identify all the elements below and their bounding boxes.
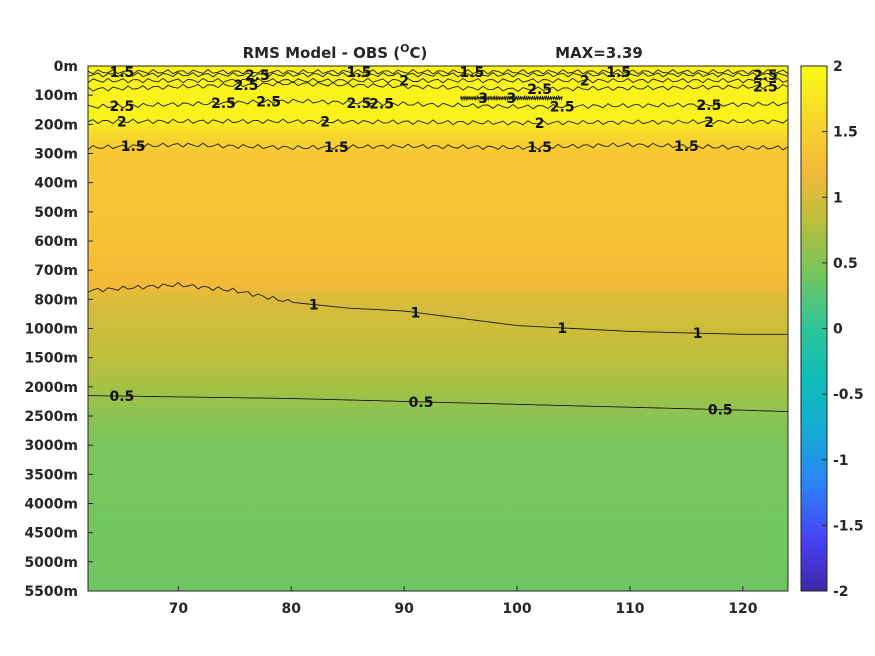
contour-label: 1.5 — [606, 65, 631, 81]
colorbar-tick-label: 0.5 — [833, 256, 858, 272]
contour-label: 1 — [411, 305, 421, 321]
y-tick-label: 500m — [34, 205, 78, 221]
heatmap-field — [88, 66, 788, 591]
contour-label: 1.5 — [527, 140, 552, 156]
contour-label: 1.5 — [674, 139, 699, 155]
y-tick-label: 800m — [34, 292, 78, 308]
contour-label: 2.5 — [753, 68, 778, 84]
colorbar-tick-label: -2 — [833, 584, 849, 600]
contour-label: 1 — [557, 321, 567, 337]
contour-label: 1.5 — [347, 65, 372, 81]
x-tick-label: 100 — [502, 601, 531, 617]
y-tick-label: 400m — [34, 176, 78, 192]
contour-label: 1.5 — [121, 139, 146, 155]
colorbar-tick-label: -1.5 — [833, 518, 864, 534]
contour-label: 1 — [309, 298, 319, 314]
contour-label: 3 — [478, 91, 488, 107]
colorbar-tick-label: 2 — [833, 59, 843, 75]
contour-label: 2 — [320, 115, 330, 131]
contour-label: 2.5 — [550, 99, 575, 115]
contour-label: 3 — [507, 91, 517, 107]
contour-label: 2 — [580, 74, 590, 90]
y-tick-label: 2500m — [24, 409, 78, 425]
contour-label: 2.5 — [256, 95, 281, 111]
contour-line-1 — [87, 282, 788, 335]
title-group: RMS Model - OBS (OC) MAX=3.39 — [243, 42, 643, 62]
contour-label: 2 — [704, 115, 714, 131]
contour-label: 1 — [693, 326, 703, 342]
x-tick-label: 90 — [394, 601, 414, 617]
y-tick-label: 5500m — [24, 584, 78, 600]
contour-label: 1.5 — [109, 65, 134, 81]
colorbar-tick-label: -0.5 — [833, 387, 864, 403]
y-tick-label: 4000m — [24, 497, 78, 513]
contour-label: 2.5 — [211, 96, 236, 112]
contour-label: 2.5 — [245, 68, 270, 84]
colorbar-tick-label: 1.5 — [833, 125, 858, 141]
contour-label: 2.5 — [347, 96, 372, 112]
y-tick-label: 4500m — [24, 526, 78, 542]
chart-title: RMS Model - OBS (OC) — [243, 42, 428, 62]
max-label: MAX=3.39 — [555, 44, 643, 62]
contour-label: 2.5 — [369, 96, 394, 112]
y-tick-label: 1000m — [24, 322, 78, 338]
contour-line-1.5 — [87, 69, 789, 75]
plot-area — [88, 66, 788, 591]
y-tick-label: 2000m — [24, 380, 78, 396]
x-axis: 70 80 90 100 110 120 — [169, 586, 758, 617]
y-tick-label: 5000m — [24, 555, 78, 571]
contour-line-3 — [460, 94, 563, 102]
colorbar-tick-label: -1 — [833, 453, 849, 469]
x-tick-label: 70 — [169, 601, 189, 617]
colorbar-tick-label: 0 — [833, 322, 843, 338]
y-tick-label: 100m — [34, 88, 78, 104]
y-tick-label: 700m — [34, 263, 78, 279]
contour-label: 0.5 — [109, 389, 134, 405]
contour-line-1.5 — [87, 142, 789, 151]
colorbar-tick-label: 1 — [833, 190, 843, 206]
x-tick-label: 110 — [615, 601, 644, 617]
contour-lines: 0.5 0.5 0.51 11 11.5 1.5 1.5 1.52 2 2 22.5 2.5 2.5 2.… — [87, 65, 789, 419]
contour-label: 2 — [117, 114, 127, 130]
contour-line-2.5 — [87, 98, 789, 110]
contour-label: 2.5 — [697, 98, 722, 114]
contour-line-2 — [87, 118, 789, 126]
contour-label: 2.5 — [109, 99, 134, 115]
contour-label: 2.5 — [527, 82, 552, 98]
x-tick-label: 80 — [281, 601, 301, 617]
y-tick-label: 3500m — [24, 467, 78, 483]
contour-label: 1.5 — [459, 65, 484, 81]
contour-label: 2 — [535, 116, 545, 132]
contour-line-2 — [87, 77, 789, 84]
y-tick-label: 200m — [34, 117, 78, 133]
contour-label: 0.5 — [409, 395, 434, 411]
contour-line-2.5 — [87, 80, 789, 93]
contour-label: 2.5 — [753, 80, 778, 96]
colorbar: 2 1.5 1 0.5 0 -0.5 -1 -1.5 -2 — [800, 59, 864, 600]
y-tick-label: 3000m — [24, 438, 78, 454]
y-axis: 0m 100m 200m 300m 400m 500m 600m 700m 800m 1000m 1… — [24, 59, 93, 600]
x-tick-label: 120 — [728, 601, 757, 617]
y-tick-label: 300m — [34, 147, 78, 163]
y-tick-label: 1500m — [24, 351, 78, 367]
y-tick-label: 0m — [54, 59, 78, 75]
contour-line-0.5 — [87, 395, 789, 413]
contour-line-2.5 — [87, 72, 789, 78]
contour-label: 0.5 — [708, 403, 733, 419]
contour-label: 1.5 — [324, 140, 349, 156]
contour-label: 2 — [399, 74, 409, 90]
y-tick-label: 600m — [34, 234, 78, 250]
